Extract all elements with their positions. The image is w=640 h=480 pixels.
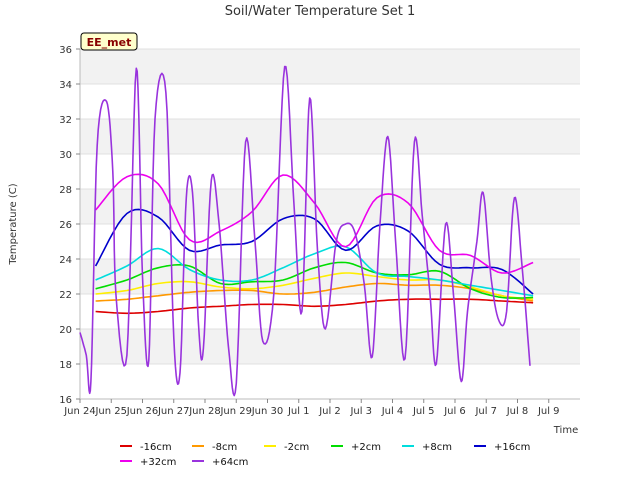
series-line-1 [95,282,534,302]
series-line-2 [95,272,534,301]
legend-label: -2cm [284,442,309,453]
x-axis-title: Time [553,425,578,436]
legend-label: +32cm [140,457,176,468]
y-tick-label: 36 [59,45,72,56]
grid-band [80,49,580,84]
legend-item: +64cm [192,457,248,468]
x-tick-label: Jun 27 [157,406,190,417]
series-line-4 [95,245,534,297]
site-tag-label: EE_met [87,36,132,49]
legend-label: -16cm [140,442,172,453]
y-axis-title: Temperature (C) [8,183,19,265]
y-tick-label: 24 [59,255,72,266]
series-layer [79,65,534,397]
x-tick-label: Jul 7 [474,406,497,417]
x-tick-label: Jul 1 [287,406,310,417]
grid-band [80,84,580,119]
legend-label: +64cm [212,457,248,468]
legend-item: +32cm [120,457,176,468]
x-tick-label: Jul 9 [537,406,560,417]
grid-band [80,119,580,154]
legend-item: -8cm [192,442,237,453]
x-tick-label: Jun 25 [94,406,127,417]
y-tick-label: 30 [59,150,72,161]
grid-band [80,329,580,364]
x-tick-label: Jun 29 [219,406,252,417]
y-tick-label: 16 [59,395,72,406]
legend-item: -16cm [120,442,172,453]
plot-area [80,48,580,400]
grid-band [80,154,580,189]
series-line-6 [94,173,534,274]
grid-band [80,189,580,224]
y-tick-label: 34 [59,80,72,91]
legend-label: +16cm [494,442,530,453]
site-tag-box [80,32,138,51]
legend-label: +2cm [351,442,381,453]
grid-band [80,259,580,294]
y-tick-label: 32 [59,115,72,126]
y-tick-label: 18 [59,360,72,371]
legend-item: +16cm [474,442,530,453]
legend-item: +2cm [331,442,381,453]
x-tick-label: Jul 3 [349,406,372,417]
x-tick-label: Jul 8 [506,406,529,417]
y-tick-label: 20 [59,325,72,336]
series-line-7 [79,65,531,397]
y-tick-label: 26 [59,220,72,231]
x-tick-label: Jun 24 [63,406,96,417]
legend-item: +8cm [402,442,452,453]
series-line-0 [95,298,534,315]
legend: -16cm -8cm -2cm +2cm +8cm +16cm +32cm +64cm [120,442,530,468]
legend-item: -2cm [264,442,309,453]
site-tag: EE_met [80,32,138,51]
x-tick-label: Jun 26 [126,406,159,417]
axes: 16 18 20 22 24 26 28 30 32 34 36 Jun 24 Jun 25 Jun 26… [59,45,580,417]
x-tick-label: Jun 28 [188,406,221,417]
x-tick-label: Jul 5 [412,406,435,417]
x-tick-label: Jul 6 [443,406,466,417]
x-tick-label: Jul 4 [381,406,404,417]
y-tick-label: 22 [59,290,72,301]
legend-label: -8cm [212,442,237,453]
x-tick-label: Jun 30 [251,406,284,417]
series-line-5 [94,208,534,295]
x-tick-label: Jul 2 [318,406,341,417]
y-tick-label: 28 [59,185,72,196]
legend-label: +8cm [422,442,452,453]
grid-band [80,364,580,399]
chart-title: Soil/Water Temperature Set 1 [225,4,416,19]
